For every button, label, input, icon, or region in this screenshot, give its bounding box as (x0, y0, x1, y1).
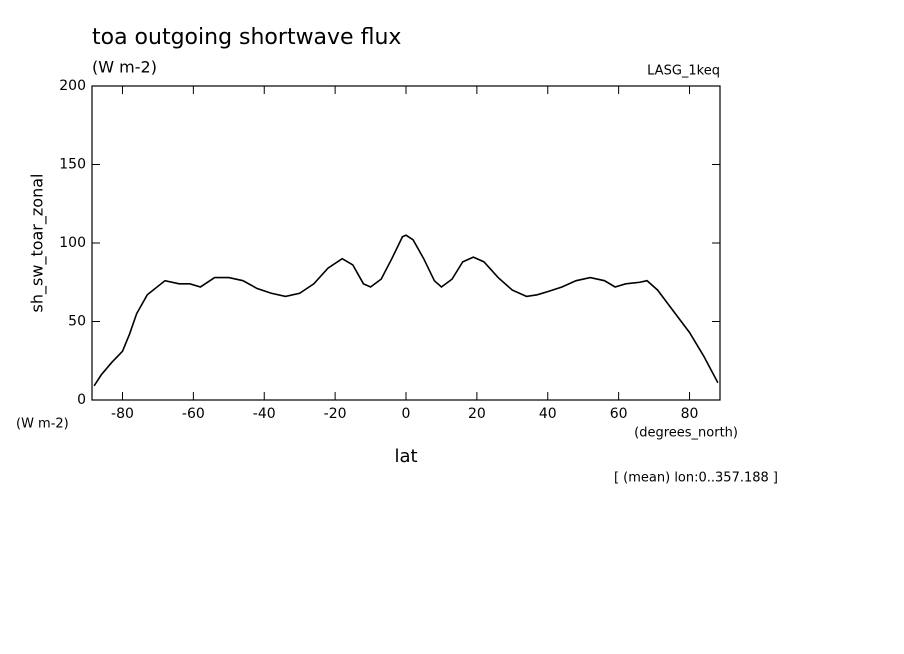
x-tick-label: -40 (253, 406, 276, 422)
x-tick-label: -80 (111, 406, 134, 422)
x-tick-label: 80 (681, 406, 699, 422)
plot-frame (91, 85, 721, 401)
chart-subtitle: (W m-2) (92, 58, 157, 77)
y-tick-label: 100 (59, 235, 86, 251)
x-axis-units: (degrees_north) (634, 426, 738, 441)
chart-title: toa outgoing shortwave flux (92, 25, 401, 50)
y-axis-label: sh_sw_toar_zonal (28, 174, 48, 313)
x-tick-label: -60 (182, 406, 205, 422)
case-label: LASG_1keq (647, 64, 720, 79)
data-line (93, 234, 719, 387)
y-tick-label: 150 (59, 157, 86, 173)
y-tick-label: 0 (77, 392, 86, 408)
y-tick-label: 50 (68, 314, 86, 330)
x-axis-label: lat (394, 446, 417, 467)
annotation: [ (mean) lon:0..357.188 ] (614, 471, 778, 486)
y-axis-units: (W m-2) (16, 417, 69, 432)
x-tick-label: 0 (402, 406, 411, 422)
x-tick-label: 60 (610, 406, 628, 422)
x-tick-label: 40 (539, 406, 557, 422)
x-tick-label: -20 (324, 406, 347, 422)
x-tick-label: 20 (468, 406, 486, 422)
y-tick-label: 200 (59, 78, 86, 94)
